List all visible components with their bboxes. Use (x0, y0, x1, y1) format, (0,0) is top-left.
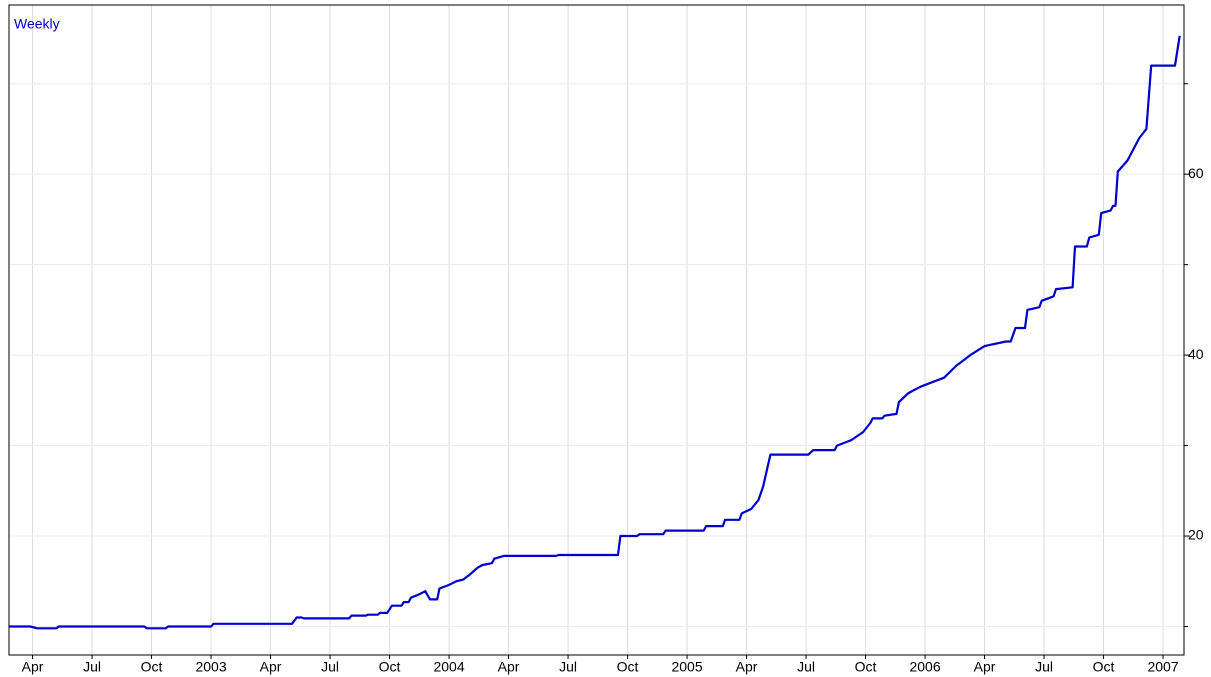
y-tick-label: 40 (1188, 346, 1204, 362)
plot-border (8, 4, 1185, 656)
x-tick-label: Jul (321, 659, 339, 675)
x-tick-label: 2007 (1147, 659, 1178, 675)
x-tick-label: Jul (1035, 659, 1053, 675)
x-tick-label: Oct (379, 659, 401, 675)
x-tick-label: Apr (736, 659, 758, 675)
x-tick-label: Oct (141, 659, 163, 675)
x-tick-label: Apr (974, 659, 996, 675)
x-tick-label: 2006 (909, 659, 940, 675)
x-tick-label: Oct (855, 659, 877, 675)
y-tick-label: 20 (1188, 527, 1204, 543)
x-tick-label: 2005 (671, 659, 702, 675)
x-tick-label: Apr (498, 659, 520, 675)
x-tick-label: 2003 (195, 659, 226, 675)
chart-label: Weekly (14, 16, 60, 32)
x-tick-label: Jul (83, 659, 101, 675)
x-tick-label: Jul (797, 659, 815, 675)
x-tick-label: Oct (1093, 659, 1115, 675)
x-tick-label: Jul (559, 659, 577, 675)
x-tick-label: Apr (22, 659, 44, 675)
x-tick-label: Oct (617, 659, 639, 675)
x-tick-label: 2004 (433, 659, 464, 675)
y-tick-label: 60 (1188, 165, 1204, 181)
data-line (9, 35, 1181, 630)
x-tick-label: Apr (260, 659, 282, 675)
